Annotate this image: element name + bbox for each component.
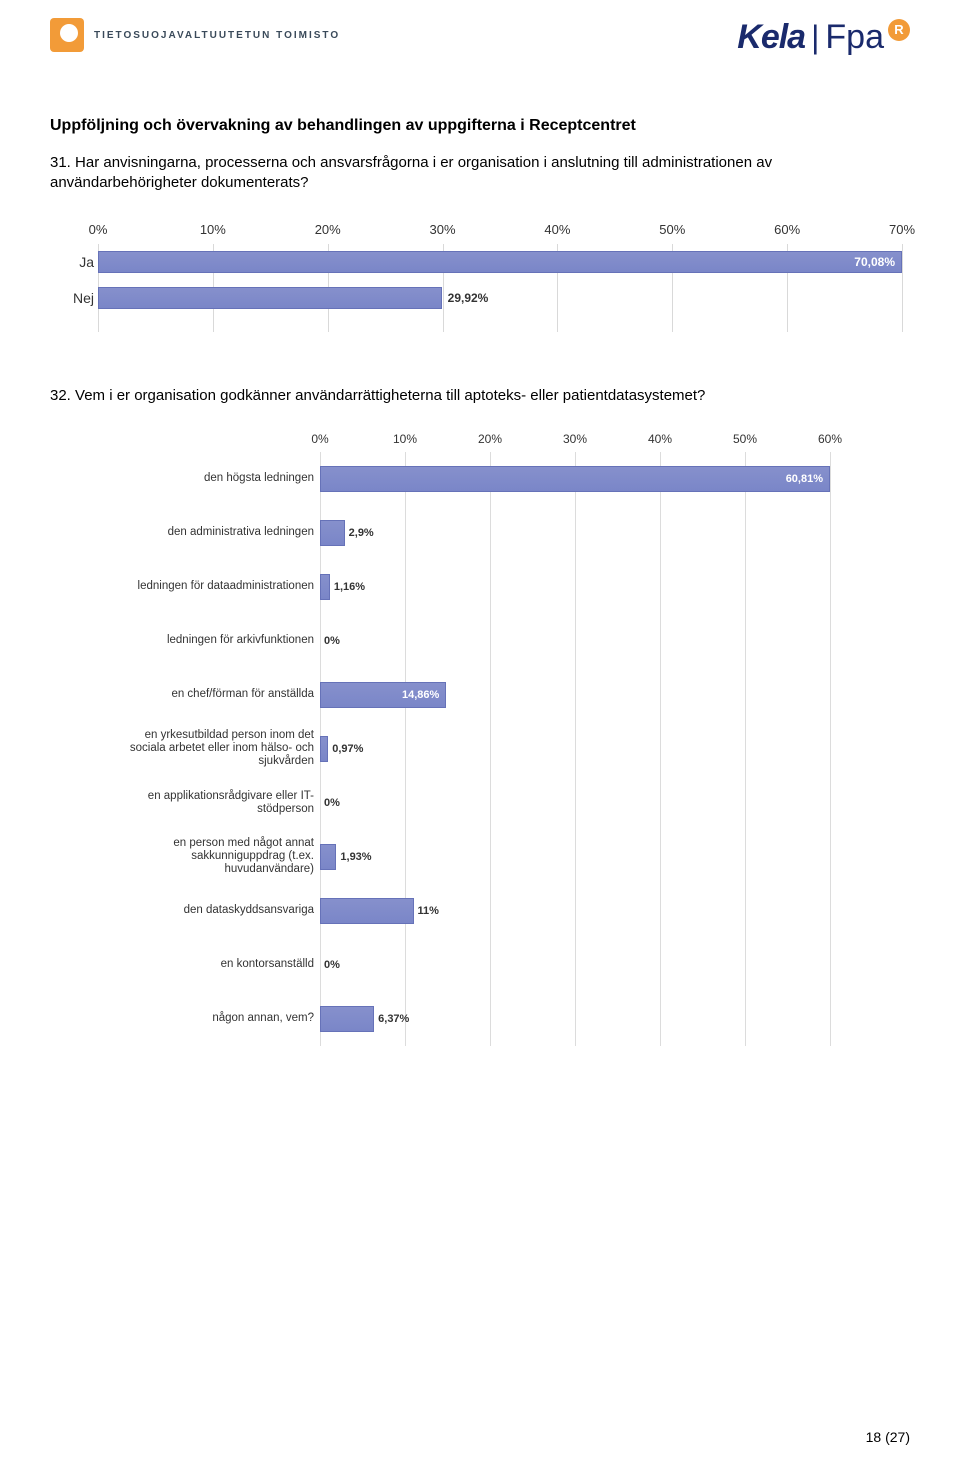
chart2-tick: 10% [393,432,417,446]
chart2-bar-value: 1,16% [330,581,365,593]
chart2-bar-value: 1,93% [336,851,371,863]
brand-separator: | [807,19,823,56]
chart2-row: en chef/förman för anställda 14,86% [110,668,830,722]
chart2-row: en applikationsrådgivare eller IT-stödpe… [110,776,830,830]
chart2-axis-ticks: 0%10%20%30%40%50%60% [320,432,830,452]
chart2-bar [320,898,414,924]
chart2-bar-value: 0% [320,797,340,809]
chart2-category-label: en yrkesutbildad person inom det sociala… [110,729,320,769]
chart2-tick: 30% [563,432,587,446]
chart1-bar: 70,08% [98,251,902,273]
left-logo: TIETOSUOJAVALTUUTETUN TOIMISTO [50,18,340,52]
chart1-tick: 10% [200,222,226,237]
chart2-bar-value: 6,37% [374,1013,409,1025]
chart1-row: Ja 70,08% [58,244,902,280]
chart2-row: den administrativa ledningen 2,9% [110,506,830,560]
chart1-tick: 30% [430,222,456,237]
chart1-axis-ticks: 0%10%20%30%40%50%60%70% [98,222,902,244]
chart2-bar [320,736,328,762]
chart1-tick: 70% [889,222,915,237]
chart2-bar-value: 0,97% [328,743,363,755]
chart2-bar-value: 14,86% [402,689,439,701]
chart1-bar-value: 70,08% [854,255,895,269]
chart2-bar: 60,81% [320,466,830,492]
chart2-category-label: en applikationsrådgivare eller IT-stödpe… [110,790,320,816]
chart1-row: Nej 29,92% [58,280,902,316]
chart2-category-label: den högsta ledningen [110,472,320,485]
chart2-category-label: den administrativa ledningen [110,526,320,539]
chart2-bar: 14,86% [320,682,446,708]
chart1-category-label: Ja [58,254,98,270]
brand-fpa: Fpa [825,18,884,57]
chart1-bar [98,287,442,309]
chart-q32: 0%10%20%30%40%50%60% den högsta ledninge… [110,432,830,1046]
question-31: 31. Har anvisningarna, processerna och a… [50,153,910,194]
chart-q31: 0%10%20%30%40%50%60%70% Ja70,08%Nej29,92… [58,220,902,316]
left-logo-icon [50,18,84,52]
chart2-row: en yrkesutbildad person inom det sociala… [110,722,830,776]
chart2-tick: 0% [311,432,328,446]
chart1-tick: 40% [544,222,570,237]
chart1-tick: 20% [315,222,341,237]
right-logo: Kela | Fpa R [737,18,910,57]
chart1-bar-value: 29,92% [442,291,489,305]
chart2-bar-value: 60,81% [786,473,823,485]
chart2-bar-value: 11% [414,905,439,917]
chart2-tick: 50% [733,432,757,446]
chart2-category-label: ledningen för arkivfunktionen [110,634,320,647]
chart2-bar [320,1006,374,1032]
chart2-row: den dataskyddsansvariga 11% [110,884,830,938]
registered-icon: R [888,19,910,41]
chart2-row: en person med något annat sakkunniguppdr… [110,830,830,884]
page-header: TIETOSUOJAVALTUUTETUN TOIMISTO Kela | Fp… [50,18,910,57]
question-32: 32. Vem i er organisation godkänner anvä… [50,386,910,406]
chart1-tick: 60% [774,222,800,237]
chart2-category-label: en person med något annat sakkunniguppdr… [110,837,320,877]
chart2-tick: 40% [648,432,672,446]
page-footer: 18 (27) [866,1429,910,1445]
chart2-tick: 20% [478,432,502,446]
chart1-category-label: Nej [58,290,98,306]
brand-kela: Kela [737,18,805,57]
chart2-category-label: en kontorsanställd [110,958,320,971]
chart2-row: den högsta ledningen 60,81% [110,452,830,506]
chart2-bar-value: 0% [320,959,340,971]
chart2-bar-value: 0% [320,635,340,647]
chart2-row: ledningen för arkivfunktionen0% [110,614,830,668]
left-logo-text: TIETOSUOJAVALTUUTETUN TOIMISTO [94,30,340,41]
chart2-category-label: den dataskyddsansvariga [110,904,320,917]
chart2-row: någon annan, vem? 6,37% [110,992,830,1046]
chart2-bar [320,520,345,546]
chart1-tick: 50% [659,222,685,237]
chart1-tick: 0% [89,222,108,237]
chart2-tick: 60% [818,432,842,446]
chart2-bar [320,574,330,600]
chart2-category-label: ledningen för dataadministrationen [110,580,320,593]
section-title: Uppföljning och övervakning av behandlin… [50,117,910,135]
chart2-bar [320,844,336,870]
chart2-row: ledningen för dataadministrationen 1,16% [110,560,830,614]
chart2-category-label: någon annan, vem? [110,1012,320,1025]
chart2-row: en kontorsanställd0% [110,938,830,992]
chart2-category-label: en chef/förman för anställda [110,688,320,701]
chart2-bar-value: 2,9% [345,527,374,539]
